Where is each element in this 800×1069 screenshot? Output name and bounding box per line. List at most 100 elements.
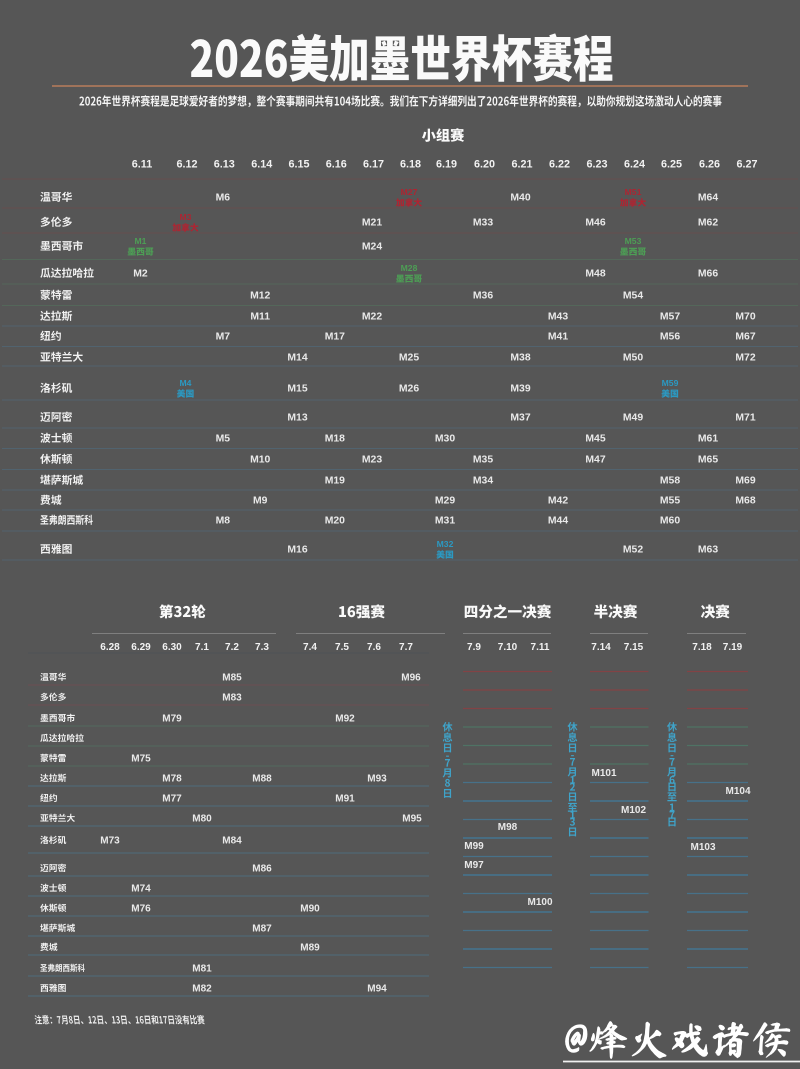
svg-text:M92: M92: [335, 714, 355, 725]
svg-text:M88: M88: [252, 774, 272, 785]
svg-text:M99: M99: [464, 841, 484, 852]
svg-text:M78: M78: [162, 774, 182, 785]
svg-text:M97: M97: [464, 860, 484, 871]
svg-text:M52: M52: [623, 545, 643, 556]
svg-text:M10: M10: [250, 455, 270, 466]
svg-text:M48: M48: [585, 269, 605, 280]
svg-text:M89: M89: [300, 943, 320, 954]
svg-text:M80: M80: [192, 814, 212, 825]
svg-text:M86: M86: [252, 864, 272, 875]
svg-text:M68: M68: [735, 496, 755, 507]
svg-text:M28: M28: [401, 263, 418, 273]
svg-text:M16: M16: [287, 545, 307, 556]
svg-text:M37: M37: [510, 413, 530, 424]
svg-text:M51: M51: [625, 187, 642, 197]
svg-text:M32: M32: [437, 539, 454, 549]
svg-text:M103: M103: [690, 842, 715, 853]
svg-text:6.14: 6.14: [251, 159, 272, 171]
svg-text:6.12: 6.12: [176, 159, 197, 171]
svg-text:M84: M84: [222, 836, 242, 847]
svg-text:6.26: 6.26: [699, 159, 720, 171]
svg-text:M22: M22: [362, 312, 382, 323]
svg-text:M58: M58: [660, 476, 680, 487]
svg-text:M43: M43: [548, 312, 568, 323]
svg-text:M44: M44: [548, 516, 568, 527]
svg-text:M2: M2: [133, 269, 148, 280]
svg-text:M17: M17: [325, 332, 345, 343]
svg-text:6.15: 6.15: [288, 159, 309, 171]
svg-text:7.18: 7.18: [692, 642, 712, 653]
svg-text:M57: M57: [660, 312, 680, 323]
svg-text:7.7: 7.7: [399, 642, 413, 653]
svg-text:M41: M41: [548, 332, 568, 343]
svg-text:M54: M54: [623, 291, 643, 302]
svg-text:M8: M8: [216, 516, 231, 527]
svg-text:6.18: 6.18: [400, 159, 421, 171]
svg-text:M104: M104: [725, 786, 750, 797]
svg-text:M53: M53: [625, 236, 642, 246]
svg-text:6.29: 6.29: [131, 642, 151, 653]
svg-text:M36: M36: [473, 291, 493, 302]
svg-text:M76: M76: [131, 904, 151, 915]
svg-text:M30: M30: [435, 434, 455, 445]
svg-text:M60: M60: [660, 516, 680, 527]
svg-text:M61: M61: [698, 434, 718, 445]
svg-text:M67: M67: [735, 332, 755, 343]
svg-text:M63: M63: [698, 545, 718, 556]
svg-text:7.4: 7.4: [303, 642, 317, 653]
svg-text:6.24: 6.24: [624, 159, 645, 171]
svg-text:M21: M21: [362, 218, 382, 229]
svg-text:M38: M38: [510, 353, 530, 364]
svg-text:M18: M18: [325, 434, 345, 445]
svg-text:M90: M90: [300, 904, 320, 915]
svg-text:7.5: 7.5: [335, 642, 349, 653]
svg-text:M40: M40: [510, 193, 530, 204]
svg-text:M7: M7: [216, 332, 231, 343]
svg-text:M5: M5: [216, 434, 231, 445]
svg-text:M56: M56: [660, 332, 680, 343]
svg-text:M11: M11: [250, 312, 270, 323]
svg-text:M49: M49: [623, 413, 643, 424]
svg-text:7.6: 7.6: [367, 642, 381, 653]
svg-text:M75: M75: [131, 754, 151, 765]
svg-text:M73: M73: [100, 836, 120, 847]
svg-text:6.21: 6.21: [511, 159, 532, 171]
svg-text:M83: M83: [222, 693, 242, 704]
svg-text:M9: M9: [253, 496, 268, 507]
svg-text:M95: M95: [402, 814, 422, 825]
svg-text:M3: M3: [180, 212, 192, 222]
svg-text:7.14: 7.14: [591, 642, 611, 653]
svg-text:M70: M70: [735, 312, 755, 323]
svg-text:M62: M62: [698, 218, 718, 229]
svg-text:M6: M6: [216, 193, 231, 204]
svg-text:M42: M42: [548, 496, 568, 507]
svg-text:M19: M19: [325, 476, 345, 487]
svg-text:M55: M55: [660, 496, 680, 507]
svg-text:6.30: 6.30: [162, 642, 182, 653]
svg-text:M66: M66: [698, 269, 718, 280]
svg-text:M79: M79: [162, 714, 182, 725]
svg-text:M96: M96: [401, 673, 421, 684]
svg-text:6.16: 6.16: [326, 159, 347, 171]
svg-text:M12: M12: [250, 291, 270, 302]
svg-text:M14: M14: [287, 353, 307, 364]
svg-text:M34: M34: [473, 476, 493, 487]
svg-text:M13: M13: [287, 413, 307, 424]
svg-text:M15: M15: [287, 384, 307, 395]
svg-text:M91: M91: [335, 794, 355, 805]
svg-text:M102: M102: [621, 805, 646, 816]
svg-text:M4: M4: [180, 378, 192, 388]
svg-text:7.11: 7.11: [531, 642, 550, 653]
svg-text:M98: M98: [498, 822, 518, 833]
svg-text:M45: M45: [585, 434, 605, 445]
svg-text:M64: M64: [698, 193, 718, 204]
svg-text:M23: M23: [362, 455, 382, 466]
svg-text:M35: M35: [473, 455, 493, 466]
svg-text:7.19: 7.19: [723, 642, 743, 653]
svg-text:M71: M71: [735, 413, 755, 424]
svg-text:6.20: 6.20: [474, 159, 495, 171]
svg-text:M77: M77: [162, 794, 182, 805]
svg-text:7.15: 7.15: [624, 642, 644, 653]
svg-text:M74: M74: [131, 884, 151, 895]
svg-text:M50: M50: [623, 353, 643, 364]
